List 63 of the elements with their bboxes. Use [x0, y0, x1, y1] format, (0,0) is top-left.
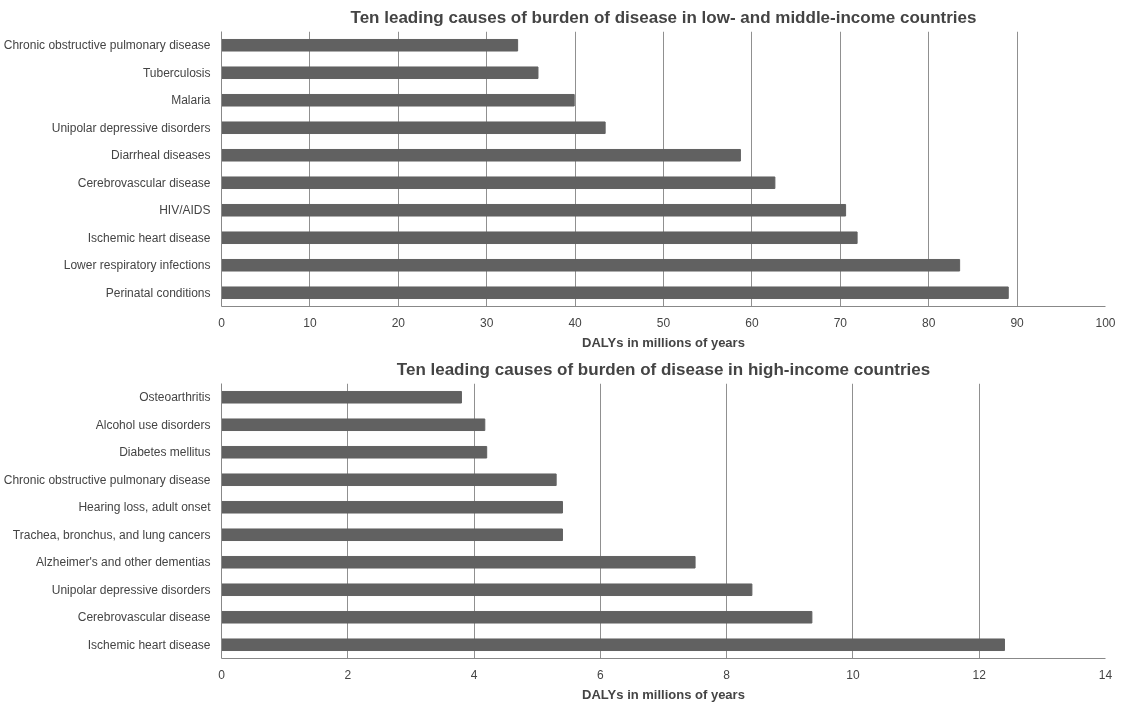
x-tick-label: 14 [1098, 667, 1113, 682]
y-tick-label: Unipolar depressive disorders [51, 120, 211, 135]
x-tick-label: 100 [1095, 315, 1116, 330]
bar [221, 231, 858, 245]
bar [221, 176, 776, 190]
y-tick-label: Osteoarthritis [139, 390, 211, 405]
x-tick-label: 0 [218, 667, 226, 682]
y-tick-label: Diabetes mellitus [119, 445, 211, 460]
x-tick-label: 40 [568, 315, 583, 330]
x-tick-label: 30 [480, 315, 494, 330]
bar [221, 286, 1009, 300]
bar [221, 203, 847, 217]
y-tick-label: Lower respiratory infections [63, 258, 211, 273]
x-tick-label: 20 [391, 315, 406, 330]
bar [221, 121, 606, 135]
x-axis-title: DALYs in millions of years [582, 334, 745, 350]
x-tick-label: 8 [723, 667, 731, 682]
x-tick-label: 2 [344, 667, 352, 682]
y-tick-label: Chronic obstructive pulmonary disease [3, 38, 211, 53]
y-tick-label: Cerebrovascular disease [77, 610, 211, 625]
bar [221, 258, 961, 272]
y-tick-label: Alzheimer's and other dementias [36, 555, 211, 570]
x-tick-label: 60 [745, 315, 759, 330]
y-tick-label: Trachea, bronchus, and lung cancers [12, 527, 211, 542]
x-tick-label: 90 [1010, 315, 1025, 330]
x-tick-label: 70 [833, 315, 848, 330]
bar [221, 500, 563, 514]
bar [221, 66, 539, 80]
x-tick-label: 6 [597, 667, 605, 682]
chart-title: Ten leading causes of burden of disease in high-income countries [396, 359, 931, 379]
bar [221, 418, 486, 432]
y-tick-label: Ischemic heart disease [87, 637, 211, 652]
y-tick-label: Ischemic heart disease [87, 230, 211, 245]
x-tick-label: 80 [922, 315, 936, 330]
x-tick-label: 0 [218, 315, 226, 330]
bar [221, 610, 813, 624]
bar [221, 93, 575, 107]
bar [221, 638, 1005, 652]
bar [221, 473, 557, 487]
y-tick-label: Tuberculosis [142, 65, 211, 80]
bar [221, 445, 488, 459]
x-tick-label: 4 [470, 667, 478, 682]
x-tick-label: 10 [303, 315, 317, 330]
bar [221, 583, 753, 597]
y-tick-label: Hearing loss, adult onset [78, 500, 212, 515]
x-tick-label: 12 [972, 667, 987, 682]
y-tick-label: Cerebrovascular disease [77, 175, 211, 190]
bar [221, 38, 519, 52]
x-tick-label: 50 [656, 315, 671, 330]
y-tick-label: Diarrheal diseases [111, 148, 211, 163]
x-axis-title: DALYs in millions of years [582, 686, 745, 702]
bar [221, 148, 741, 162]
bar [221, 390, 462, 404]
x-tick-label: 10 [846, 667, 860, 682]
y-tick-label: Malaria [171, 93, 211, 108]
y-tick-label: Perinatal conditions [105, 285, 211, 300]
bar [221, 555, 696, 569]
y-tick-label: Unipolar depressive disorders [51, 582, 211, 597]
chart-title: Ten leading causes of burden of disease in low- and middle-income countries [350, 7, 977, 27]
y-tick-label: Chronic obstructive pulmonary disease [3, 472, 211, 487]
bar [221, 528, 563, 542]
y-tick-label: Alcohol use disorders [95, 417, 211, 432]
y-tick-label: HIV/AIDS [159, 203, 211, 218]
